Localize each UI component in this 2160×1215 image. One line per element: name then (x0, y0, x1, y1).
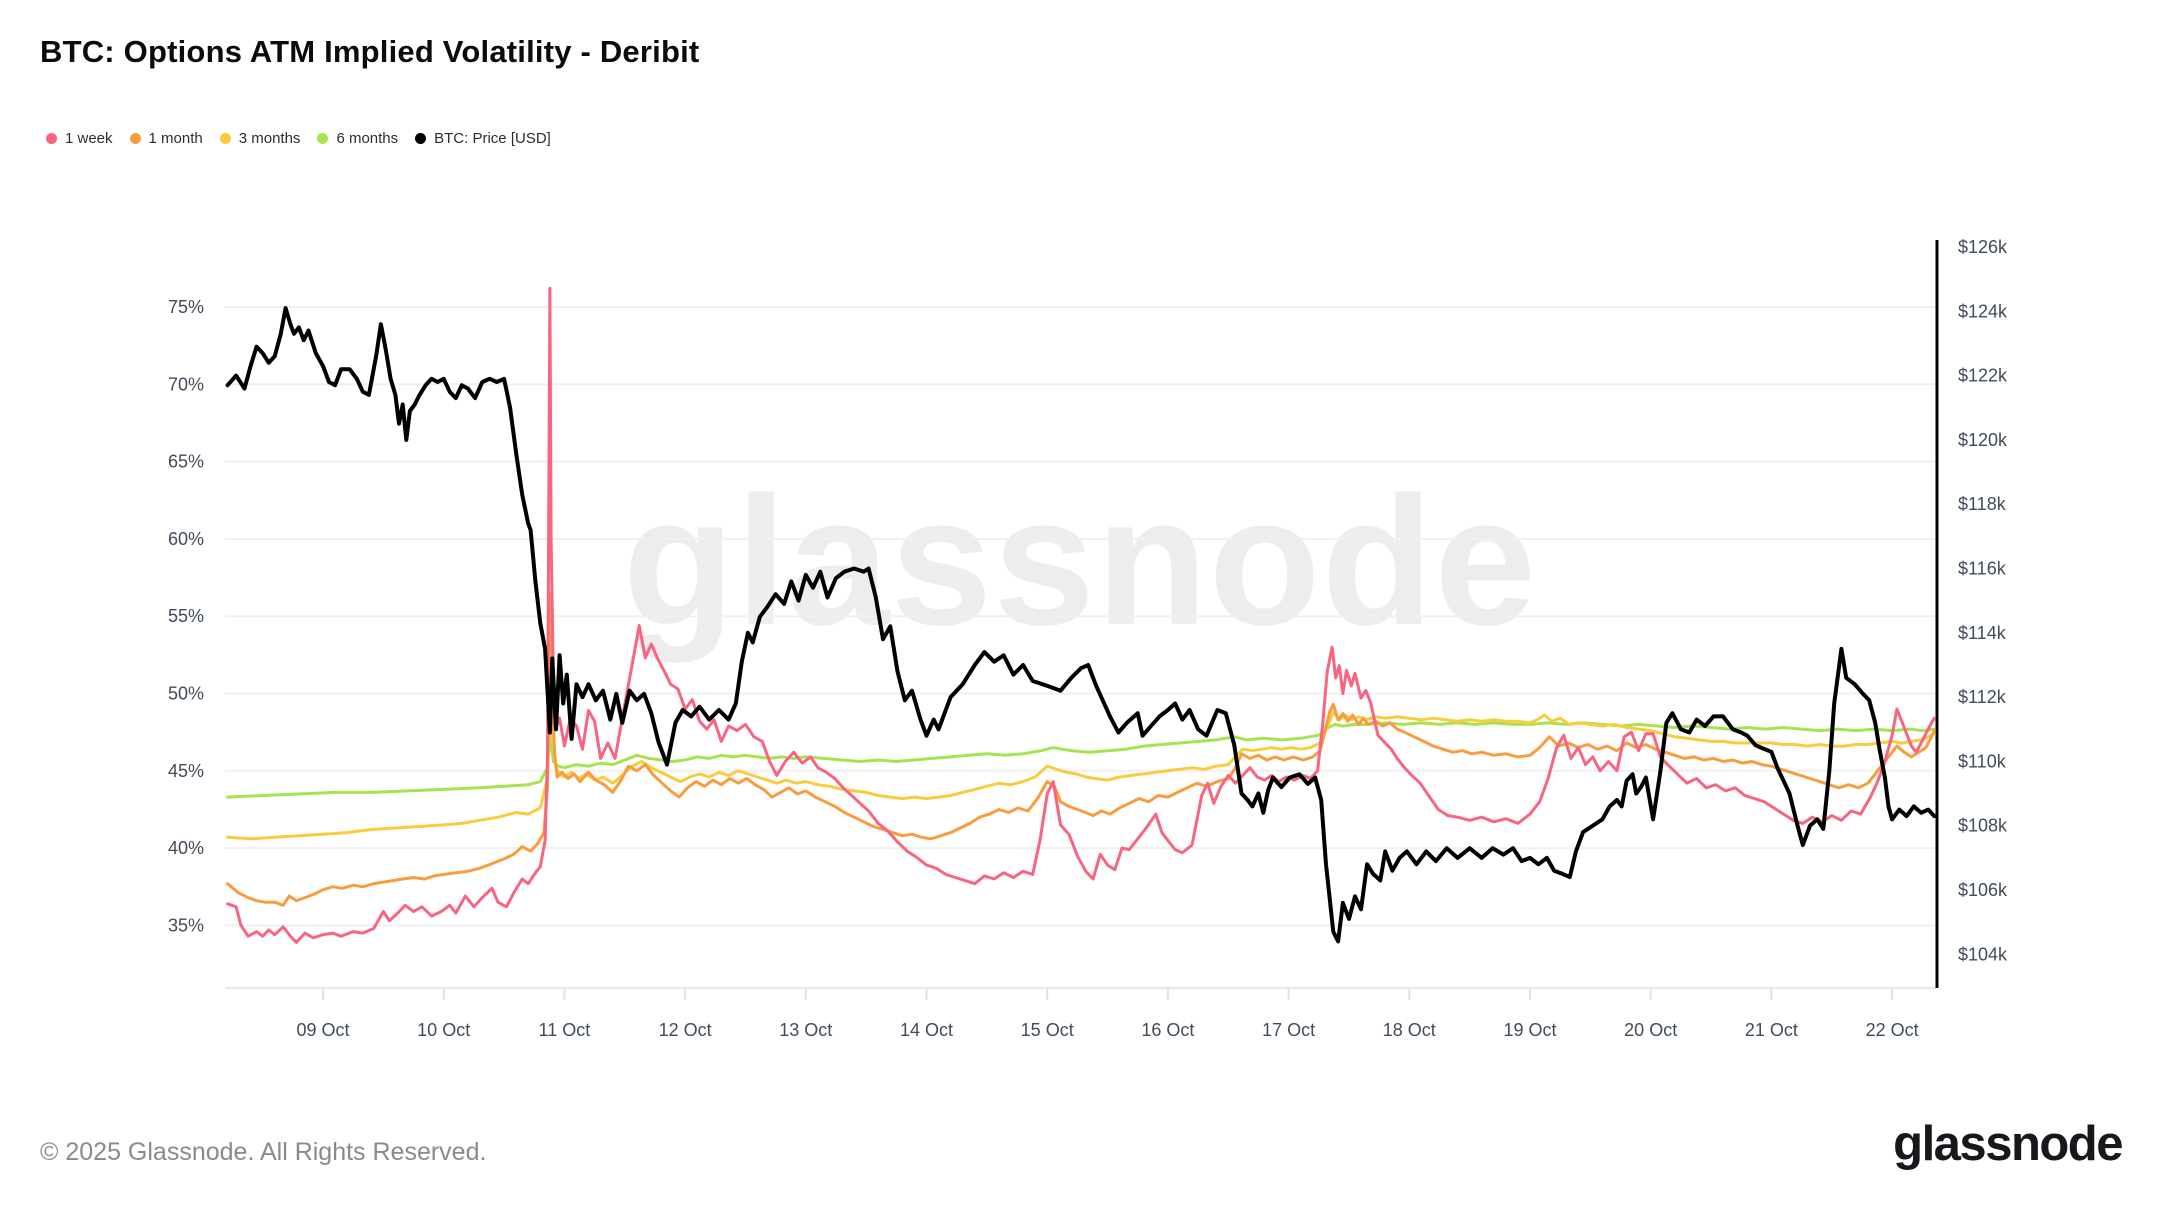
legend-label: BTC: Price [USD] (434, 130, 551, 147)
y-right-tick-label: $110k (1958, 751, 2007, 771)
y-left-tick-label: 55% (168, 606, 204, 626)
series-line-6-months (226, 721, 1936, 799)
legend-label: 6 months (336, 130, 399, 147)
x-tick-label: 15 Oct (1021, 1020, 1074, 1040)
y-right-tick-label: $108k (1958, 816, 2008, 836)
page-title: BTC: Options ATM Implied Volatility - De… (40, 34, 700, 69)
copyright-text: © 2025 Glassnode. All Rights Reserved. (40, 1138, 487, 1166)
glassnode-logo[interactable]: glassnode (1893, 1117, 2123, 1171)
x-tick-label: 21 Oct (1745, 1020, 1798, 1040)
y-right-tick-label: $120k (1958, 430, 2008, 450)
legend-swatch-icon (415, 133, 427, 144)
x-tick-label: 14 Oct (900, 1020, 953, 1040)
y-left-tick-label: 45% (168, 761, 204, 781)
legend-item-6-months[interactable]: 6 months (317, 130, 398, 147)
legend-label: 3 months (238, 130, 301, 147)
y-right-tick-label: $104k (1958, 944, 2008, 964)
x-tick-label: 19 Oct (1503, 1020, 1556, 1040)
y-right-tick-label: $112k (1958, 687, 2007, 707)
x-tick-label: 12 Oct (659, 1020, 712, 1040)
y-left-tick-label: 70% (168, 374, 204, 394)
legend-label: 1 week (65, 130, 113, 147)
y-right-tick-label: $126k (1958, 237, 2008, 257)
y-right-tick-label: $116k (1958, 559, 2007, 579)
x-tick-label: 20 Oct (1624, 1020, 1677, 1040)
x-tick-label: 11 Oct (539, 1020, 591, 1040)
legend-item-1-month[interactable]: 1 month (129, 130, 203, 147)
legend: 1 week 1 month 3 months 6 months BTC: Price … (46, 130, 551, 147)
series-line-1-month (226, 591, 1936, 907)
y-left-tick-label: 65% (168, 452, 204, 472)
legend-swatch-icon (317, 133, 329, 144)
y-left-tick-label: 35% (168, 915, 204, 935)
y-left-tick-label: 40% (168, 838, 204, 858)
series-line-1-week (226, 286, 1936, 944)
y-right-tick-label: $122k (1958, 366, 2008, 386)
legend-swatch-icon (219, 133, 231, 144)
y-right-tick-label: $106k (1958, 880, 2008, 900)
series-line-btc-price-usd (225, 306, 1937, 944)
legend-swatch-icon (46, 133, 57, 144)
x-tick-label: 17 Oct (1262, 1020, 1315, 1040)
y-right-tick-label: $118k (1958, 494, 2007, 514)
legend-item-1-week[interactable]: 1 week (46, 130, 113, 147)
legend-item-btc-price-usd[interactable]: BTC: Price [USD] (415, 130, 551, 147)
y-left-tick-label: 50% (168, 684, 204, 704)
y-right-tick-label: $114k (1958, 623, 2007, 643)
legend-swatch-icon (129, 133, 141, 144)
y-right-tick-label: $124k (1958, 301, 2008, 321)
y-left-tick-label: 60% (168, 529, 204, 549)
y-left-tick-label: 75% (168, 297, 204, 317)
x-tick-label: 22 Oct (1866, 1020, 1919, 1040)
legend-item-3-months[interactable]: 3 months (219, 130, 301, 147)
legend-label: 1 month (148, 130, 203, 147)
x-tick-label: 13 Oct (779, 1020, 832, 1040)
x-tick-label: 10 Oct (417, 1020, 470, 1040)
x-tick-label: 18 Oct (1383, 1020, 1436, 1040)
x-tick-label: 09 Oct (296, 1020, 349, 1040)
x-tick-label: 16 Oct (1141, 1020, 1194, 1040)
